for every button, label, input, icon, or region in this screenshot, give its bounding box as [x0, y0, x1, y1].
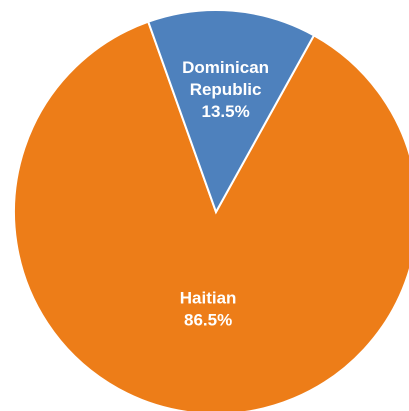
- slice-label-1: Dominican Republic 13.5%: [182, 58, 269, 121]
- pie-slice-1: [146, 9, 316, 215]
- slice-label-0: Haitian 86.5%: [180, 289, 237, 330]
- slice-label-line: Republic: [190, 80, 262, 99]
- slice-label-line: 13.5%: [201, 102, 249, 121]
- pie-slice-0: [12, 20, 409, 411]
- slice-label-line: 86.5%: [184, 311, 232, 330]
- slice-label-line: Dominican: [182, 58, 269, 77]
- slice-label-line: Haitian: [180, 289, 237, 308]
